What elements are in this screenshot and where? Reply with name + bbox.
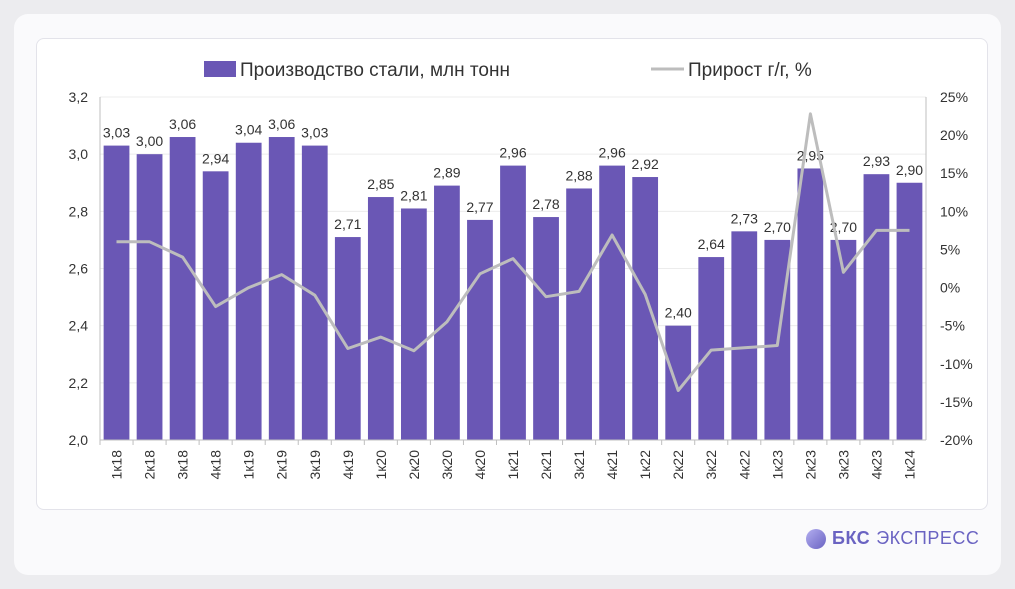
x-tick-label: 3к21 [571, 450, 587, 480]
brand-name-rest: ЭКСПРЕСС [876, 528, 980, 548]
legend-swatch-bars [204, 61, 236, 77]
x-tick-label: 1к19 [241, 450, 257, 480]
y-right-tick-label: -15% [940, 394, 973, 410]
bar [334, 237, 361, 440]
bar [665, 325, 692, 440]
bar-value-label: 2,71 [334, 216, 361, 232]
x-tick-label: 2к21 [538, 450, 554, 480]
y-left-tick-label: 2,2 [69, 375, 89, 391]
bar-value-label: 2,89 [433, 165, 460, 181]
bar-value-label: 2,70 [830, 219, 857, 235]
y-left-tick-label: 3,0 [69, 146, 89, 162]
legend-label-bars: Производство стали, млн тонн [240, 60, 510, 81]
bar [467, 219, 493, 440]
y-left-tick-label: 2,4 [69, 318, 89, 334]
bar-value-label: 2,73 [731, 210, 758, 226]
y-right-tick-label: 5% [940, 241, 960, 257]
brand-logo: БКС ЭКСПРЕСС [806, 528, 979, 549]
x-tick-label: 1к21 [505, 450, 521, 480]
bar-value-label: 3,04 [235, 122, 262, 138]
x-tick-label: 1к20 [373, 450, 389, 480]
y-left-tick-label: 2,8 [69, 203, 89, 219]
bar-value-label: 2,90 [896, 162, 923, 178]
x-tick-label: 2к18 [142, 450, 158, 480]
y-right-tick-label: 25% [940, 89, 968, 105]
bar-value-label: 2,88 [565, 167, 592, 183]
bar [367, 197, 394, 440]
bar [533, 217, 559, 440]
bar-series [103, 137, 923, 441]
bar-value-label: 2,77 [466, 199, 493, 215]
y-right-tick-label: 0% [940, 280, 960, 296]
x-tick-label: 2к23 [802, 450, 818, 480]
y-left-tick-label: 3,2 [69, 89, 89, 105]
bar-value-label: 2,85 [367, 176, 394, 192]
bar-value-label: 2,70 [764, 219, 791, 235]
bar-value-label: 2,81 [400, 187, 427, 203]
bar-value-label: 2,96 [598, 145, 625, 161]
bar-value-label: 3,03 [301, 125, 328, 141]
legend: Производство стали, млн тонн Прирост г/г… [204, 60, 812, 81]
bar-value-label: 2,96 [499, 145, 526, 161]
bar [103, 145, 130, 440]
x-tick-label: 3к23 [835, 450, 851, 480]
bar-value-label: 2,94 [202, 150, 229, 166]
x-tick-label: 4к18 [208, 450, 224, 480]
bar-value-label: 3,00 [136, 133, 163, 149]
legend-label-line: Прирост г/г, % [688, 60, 812, 81]
x-tick-label: 3к22 [703, 450, 719, 480]
bar [863, 174, 890, 441]
x-tick-label: 1к22 [637, 450, 653, 480]
brand-mark-icon [806, 528, 826, 549]
x-tick-label: 1к18 [109, 450, 125, 480]
bar-value-label: 3,06 [268, 116, 295, 132]
bar [500, 165, 526, 440]
x-tick-label: 4к23 [868, 450, 884, 480]
bar-value-label: 2,64 [698, 236, 725, 252]
x-tick-label: 4к21 [604, 450, 620, 480]
x-tick-label: 1к24 [901, 450, 917, 480]
x-tick-label: 3к20 [439, 450, 455, 480]
bar-value-label: 3,06 [169, 116, 196, 132]
x-tick-label: 2к20 [406, 450, 422, 480]
bar [434, 185, 460, 440]
x-tick-label: 4к22 [736, 450, 752, 480]
y-right-tick-label: 20% [940, 127, 968, 143]
bar [599, 165, 626, 440]
bar [797, 168, 824, 441]
y-left-tick-label: 2,6 [69, 261, 89, 277]
bar [301, 145, 328, 440]
line-series [116, 112, 910, 392]
y-left-tick-label: 2,0 [69, 432, 89, 448]
bar-value-label: 2,93 [863, 153, 890, 169]
bar [169, 137, 196, 440]
x-tick-label: 2к19 [274, 450, 290, 480]
bar [731, 231, 758, 440]
x-tick-label: 1к23 [769, 450, 785, 480]
y-right-tick-label: -10% [940, 356, 973, 372]
x-tick-label: 4к19 [340, 450, 356, 480]
bar-value-label: 2,40 [665, 305, 692, 321]
brand-name-bold: БКС [832, 528, 871, 548]
bar [400, 208, 427, 440]
bar-value-label: 3,03 [103, 125, 130, 141]
y-right-tick-label: -5% [940, 318, 965, 334]
x-tick-label: 4к20 [472, 450, 488, 480]
bar [566, 188, 592, 440]
y-right-tick-label: 15% [940, 165, 968, 181]
bar [896, 182, 923, 440]
axes: 2,0 2,2 2,4 2,6 2,8 3,0 3,2 -20% -15% -10% -5% 0% 5%… [69, 89, 973, 479]
x-tick-label: 2к22 [670, 450, 686, 480]
bar [632, 177, 659, 441]
bar-value-label: 2,92 [632, 156, 659, 172]
bar-value-label: 2,78 [532, 196, 559, 212]
bar [268, 137, 295, 440]
bar-data-labels: 3,03 3,00 3,06 2,94 3,04 3,06 3,03 2,71 2,85 2,81… [103, 116, 923, 321]
y-right-tick-label: 10% [940, 203, 968, 219]
y-right-tick-label: -20% [940, 432, 973, 448]
bar [136, 154, 163, 440]
x-tick-label: 3к19 [307, 450, 323, 480]
x-tick-label: 3к18 [175, 450, 191, 480]
